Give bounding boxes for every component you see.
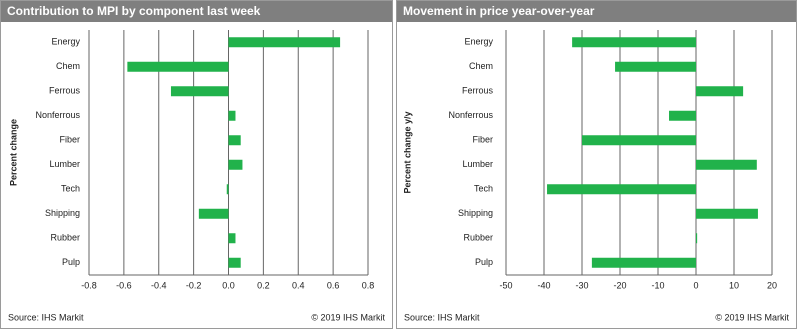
x-tick-label: 0.6 [327,280,340,290]
x-tick-label: -0.6 [116,280,132,290]
x-tick-label: -50 [499,280,512,290]
y-tick-label: Tech [61,184,80,194]
bar [226,184,229,195]
y-tick-label: Pulp [475,257,493,267]
y-tick-label: Chem [469,61,493,71]
x-tick-label: 0.2 [257,280,270,290]
x-tick-label: -10 [651,280,664,290]
x-tick-label: 20 [767,280,777,290]
bar [228,110,236,121]
bar [615,61,696,72]
y-tick-label: Ferrous [49,86,81,96]
bar [591,257,696,268]
source-note: Source: IHS Markit [404,312,480,322]
x-tick-label: 0.8 [362,280,375,290]
y-tick-label: Fiber [59,135,80,145]
y-tick-label: Shipping [458,208,493,218]
bar [696,208,758,219]
bar [198,208,229,219]
bar [228,135,241,146]
bar [696,159,757,170]
copyright-note: © 2019 IHS Markit [311,312,385,322]
bar [547,184,696,195]
y-tick-label: Nonferrous [35,110,80,120]
y-tick-label: Shipping [45,208,80,218]
bar [228,159,243,170]
axis-label: Percent change y/y [402,111,412,193]
source-note: Source: IHS Markit [8,312,84,322]
chart-title: Movement in price year-over-year [403,4,595,18]
y-tick-label: Rubber [463,233,493,243]
panel-header [1,1,392,22]
y-tick-label: Pulp [62,257,80,267]
bar [228,257,241,268]
copyright-note: © 2019 IHS Markit [715,312,789,322]
axis-label: Percent change [8,119,18,186]
y-tick-label: Lumber [49,159,80,169]
x-tick-label: 0 [693,280,698,290]
y-tick-label: Energy [51,37,80,47]
x-tick-label: -0.4 [151,280,167,290]
x-tick-label: 10 [729,280,739,290]
y-tick-label: Rubber [50,233,80,243]
x-tick-label: 0.4 [292,280,305,290]
bar [669,110,696,121]
y-tick-label: Energy [464,37,493,47]
x-tick-label: -30 [575,280,588,290]
bar [582,135,696,146]
x-tick-label: -20 [613,280,626,290]
y-tick-label: Nonferrous [448,110,493,120]
bar [572,37,696,48]
bar [696,233,698,244]
y-tick-label: Chem [56,61,80,71]
bar [228,233,236,244]
y-tick-label: Ferrous [462,86,494,96]
bar [170,86,229,97]
panel-frame [0,0,393,329]
x-tick-label: -0.2 [186,280,202,290]
y-tick-label: Lumber [462,159,493,169]
x-tick-label: -0.8 [81,280,97,290]
x-tick-label: 0.0 [222,280,235,290]
bar [228,37,341,48]
bar [696,86,744,97]
panel-header [397,1,796,22]
x-tick-label: -40 [537,280,550,290]
y-tick-label: Fiber [472,135,493,145]
chart-title: Contribution to MPI by component last we… [7,4,261,18]
bar [127,61,229,72]
y-tick-label: Tech [474,184,493,194]
